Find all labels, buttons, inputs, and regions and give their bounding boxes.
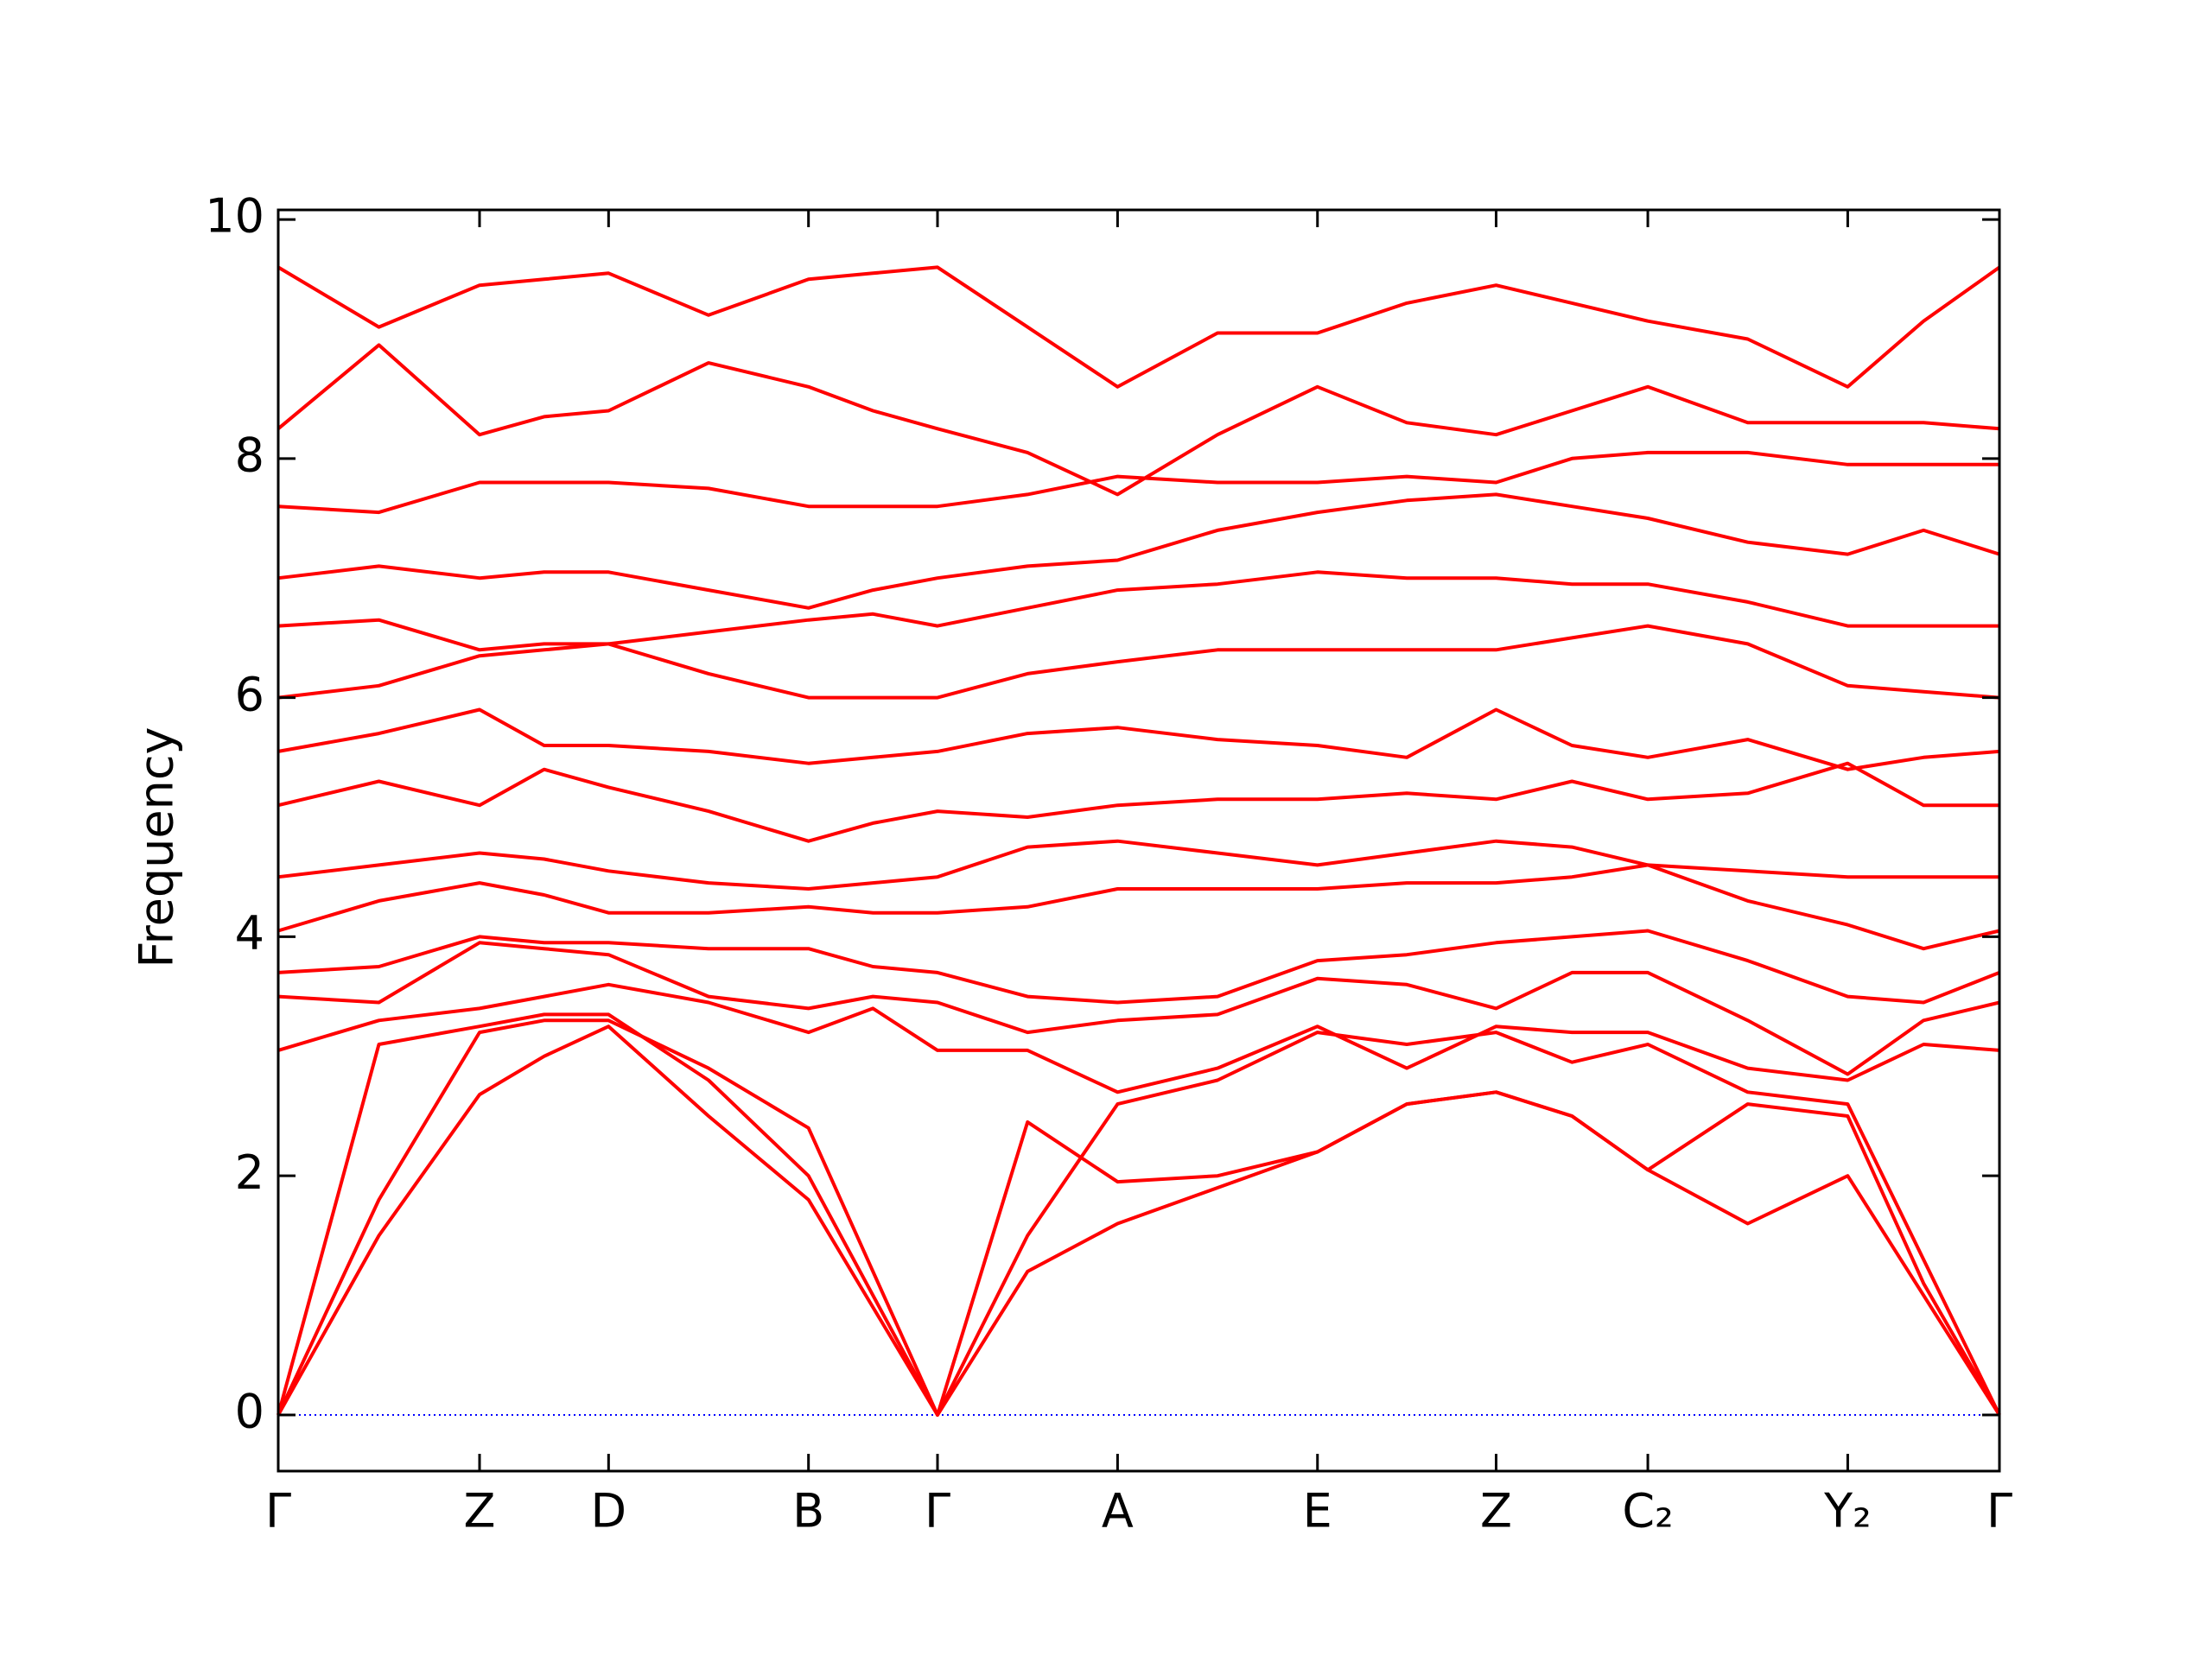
y-tick-label: 2	[235, 1145, 264, 1200]
band-line	[277, 929, 2000, 1005]
x-tick-label: Y₂	[1823, 1484, 1872, 1538]
x-tick-label: E	[1303, 1484, 1332, 1538]
x-tick-label: C₂	[1622, 1484, 1673, 1538]
band-line	[277, 982, 2000, 1094]
x-tick-label: Z	[1480, 1484, 1512, 1538]
x-tick-label: B	[792, 1484, 824, 1538]
band-line	[276, 265, 2001, 389]
y-tick-label: 8	[235, 428, 264, 482]
band-line	[277, 492, 2000, 610]
y-tick-label: 0	[235, 1385, 264, 1439]
x-tick-label: Γ	[925, 1484, 950, 1538]
band-line	[276, 1024, 2001, 1417]
band-line	[276, 343, 2000, 497]
band-line	[276, 1018, 2001, 1417]
band-line	[277, 624, 2000, 700]
plot-frame	[276, 208, 2001, 1473]
x-tick-label: A	[1102, 1484, 1134, 1538]
band-line	[277, 941, 2000, 1076]
band-line	[277, 450, 1999, 515]
y-tick-label: 10	[205, 189, 264, 244]
y-tick-label: 6	[235, 667, 264, 721]
band-line	[277, 839, 1999, 891]
band-line	[277, 761, 1999, 843]
band-line	[276, 1012, 2001, 1417]
band-line	[277, 863, 2000, 951]
y-axis-label: Frequency	[130, 727, 184, 968]
x-tick-label: Γ	[1986, 1484, 2012, 1538]
x-tick-label: D	[591, 1484, 627, 1538]
x-tick-label: Z	[464, 1484, 496, 1538]
band-line	[277, 570, 1999, 652]
band-line	[277, 707, 2000, 771]
x-tick-label: Γ	[265, 1484, 291, 1538]
y-tick-label: 4	[235, 906, 264, 961]
